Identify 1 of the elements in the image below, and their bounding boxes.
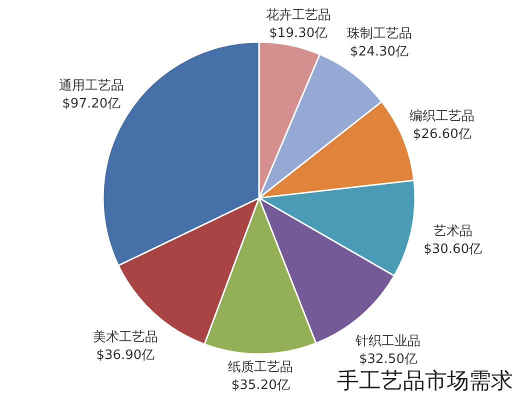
title: 手工艺品市场需求 xyxy=(337,369,513,394)
